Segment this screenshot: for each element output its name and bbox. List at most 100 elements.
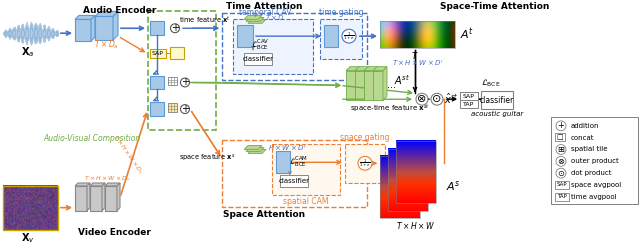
Text: classifier: classifier [243,56,273,62]
Polygon shape [105,183,120,186]
Polygon shape [102,183,105,211]
FancyBboxPatch shape [355,71,365,100]
Text: Audio-Visual Composition: Audio-Visual Composition [44,134,141,143]
Text: $\mathbf{X}_v$: $\mathbf{X}_v$ [21,231,35,245]
Text: temporal CAV: temporal CAV [239,8,291,17]
Text: space feature $\mathbf{x}^s$: space feature $\mathbf{x}^s$ [179,153,235,164]
Text: TAP: TAP [557,194,567,199]
Polygon shape [75,15,95,19]
FancyBboxPatch shape [244,53,272,65]
FancyBboxPatch shape [95,16,113,40]
FancyBboxPatch shape [481,91,513,109]
FancyBboxPatch shape [345,144,385,183]
Text: time avgpool: time avgpool [571,194,616,200]
Polygon shape [364,67,378,71]
Circle shape [358,156,372,170]
Circle shape [170,24,179,33]
Text: $A^t$: $A^t$ [460,26,474,42]
Text: Space Attention: Space Attention [223,210,305,219]
Text: $\mathbf{X}_a$: $\mathbf{X}_a$ [21,45,35,59]
Text: $\hat{x}^{st}$: $\hat{x}^{st}$ [444,92,458,106]
Text: $A^s$: $A^s$ [446,179,461,193]
Text: SAP: SAP [557,182,567,187]
Text: $T\times D$: $T\times D$ [265,13,285,22]
Polygon shape [383,67,387,100]
FancyBboxPatch shape [320,19,362,59]
Circle shape [416,93,428,105]
Text: addition: addition [571,123,600,129]
Polygon shape [90,183,105,186]
Polygon shape [374,67,378,100]
FancyBboxPatch shape [150,76,164,89]
Text: Space-Time Attention: Space-Time Attention [440,2,550,11]
Text: $A^{st}$: $A^{st}$ [394,74,410,87]
FancyBboxPatch shape [346,71,356,100]
Text: $T\times H\times W\times D'$: $T\times H\times W\times D'$ [392,58,444,68]
Text: classifier: classifier [278,178,310,184]
Text: Time Attention: Time Attention [226,2,302,11]
Polygon shape [113,12,118,40]
Polygon shape [95,12,118,16]
FancyBboxPatch shape [280,175,308,187]
Circle shape [556,156,566,166]
Circle shape [180,105,189,113]
Polygon shape [75,183,90,186]
Text: □: □ [557,134,563,140]
Text: space avgpool: space avgpool [571,182,621,188]
Text: +: + [181,104,189,114]
Text: $H\times W\times D'$: $H\times W\times D'$ [268,143,307,152]
Text: ...: ... [387,80,397,90]
Polygon shape [355,67,369,71]
Text: $T\times H\times W\times D_v$: $T\times H\times W\times D_v$ [84,174,132,183]
Text: concat: concat [571,135,595,141]
Text: +: + [171,23,179,33]
Text: $T$: $T$ [411,50,419,61]
Text: spatial CAM: spatial CAM [284,197,329,206]
Polygon shape [244,146,262,149]
FancyBboxPatch shape [150,102,164,116]
FancyBboxPatch shape [555,133,565,141]
Text: +: + [181,77,189,87]
Circle shape [180,78,189,87]
Text: $T\times D_a$: $T\times D_a$ [93,39,118,51]
FancyBboxPatch shape [75,19,91,41]
Text: +: + [557,121,564,130]
Circle shape [342,29,356,43]
Text: TAP: TAP [463,102,475,107]
Polygon shape [248,149,266,153]
FancyBboxPatch shape [272,144,340,195]
Text: $\frac{1}{1+e}$: $\frac{1}{1+e}$ [359,158,371,169]
Text: $T\times H\times W\times D_v$: $T\times H\times W\times D_v$ [111,133,145,176]
FancyBboxPatch shape [460,100,478,108]
Text: Video Encoder: Video Encoder [77,228,150,237]
FancyBboxPatch shape [75,186,87,211]
Text: time feature $\mathbf{x}^t$: time feature $\mathbf{x}^t$ [179,14,231,25]
Text: Audio Encoder: Audio Encoder [83,6,157,15]
FancyBboxPatch shape [237,25,253,47]
Polygon shape [91,15,95,41]
Polygon shape [246,17,264,21]
Circle shape [556,168,566,178]
Polygon shape [365,67,369,100]
Polygon shape [346,67,360,71]
FancyBboxPatch shape [90,186,102,211]
Polygon shape [117,183,120,211]
Text: $\mathcal{L}^{\mathrm{CAV}}_{\mathrm{BCE}}$: $\mathcal{L}^{\mathrm{CAV}}_{\mathrm{BCE… [251,38,269,52]
Text: spatial tile: spatial tile [571,146,607,152]
Polygon shape [246,147,264,151]
FancyBboxPatch shape [150,49,166,58]
Text: time gating: time gating [319,8,364,17]
Text: ⊙: ⊙ [557,169,564,178]
FancyBboxPatch shape [373,71,383,100]
Polygon shape [244,15,262,19]
Text: $\mathcal{L}_{\mathrm{BCE}}$: $\mathcal{L}_{\mathrm{BCE}}$ [481,78,500,89]
Text: acoustic guitar: acoustic guitar [471,111,523,117]
Text: classifier: classifier [480,96,514,105]
Text: $T\times H\times W$: $T\times H\times W$ [396,220,435,231]
Text: ⊞: ⊞ [557,145,564,154]
FancyBboxPatch shape [555,193,569,201]
Text: dot product: dot product [571,170,611,176]
FancyBboxPatch shape [168,77,177,85]
Polygon shape [373,67,387,71]
Circle shape [556,145,566,154]
